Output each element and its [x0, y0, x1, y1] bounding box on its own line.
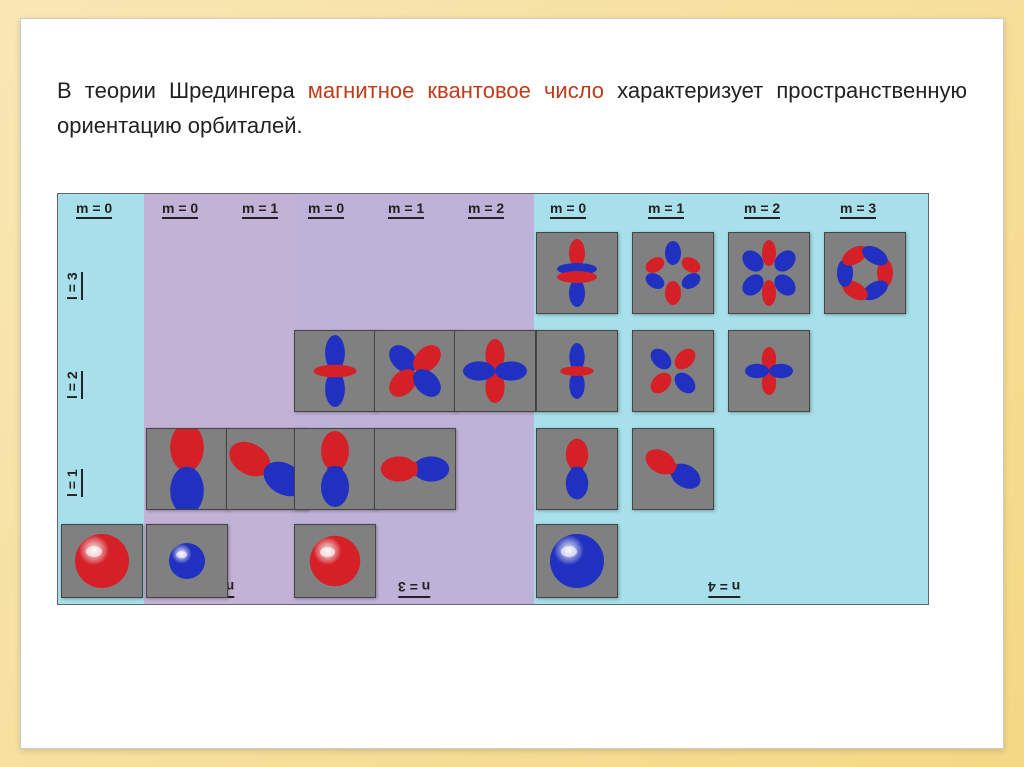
orbital-cell-sphere-10: [536, 524, 618, 598]
orbital-cell-p-vert-2: [146, 428, 228, 510]
m-label-1: m = 0: [162, 200, 198, 219]
orbital-cell-p-horiz-6: [374, 428, 456, 510]
m-label-2: m = 1: [242, 200, 278, 219]
m-label-6: m = 0: [550, 200, 586, 219]
slide-card: В теории Шредингера магнитное квантовое …: [20, 18, 1004, 749]
row-label-l1: l = 1: [64, 470, 83, 498]
orbital-cell-sphere-4: [294, 524, 376, 598]
orbital-cell-d-xy-8: [374, 330, 456, 412]
orbital-cell-f-1-17: [632, 232, 714, 314]
row-label-l3: l = 3: [64, 273, 83, 301]
orbital-cell-p-vert-11: [536, 428, 618, 510]
orbital-cell-f-2-18: [728, 232, 810, 314]
orbital-cell-d-vert-13: [536, 330, 618, 412]
orbital-cell-sphere-0: [61, 524, 143, 598]
m-label-5: m = 2: [468, 200, 504, 219]
orbital-cell-sphere-1: [146, 524, 228, 598]
orbital-cell-d-vert-7: [294, 330, 376, 412]
col-label-n3: n = 3: [398, 579, 430, 598]
orbital-cell-d-plus-15: [728, 330, 810, 412]
highlight-term: магнитное квантовое число: [308, 78, 604, 103]
col-label-n4: n = 4: [708, 579, 740, 598]
m-label-3: m = 0: [308, 200, 344, 219]
m-label-8: m = 2: [744, 200, 780, 219]
orbital-cell-f-0-16: [536, 232, 618, 314]
m-label-0: m = 0: [76, 200, 112, 219]
slide-background: В теории Шредингера магнитное квантовое …: [0, 0, 1024, 767]
text-part-a: В теории Шредингера: [57, 78, 308, 103]
orbital-cell-d-xy-14: [632, 330, 714, 412]
m-label-7: m = 1: [648, 200, 684, 219]
row-label-l2: l = 2: [64, 372, 83, 400]
orbital-cell-d-plus-9: [454, 330, 536, 412]
orbital-diagram: l = 3 l = 2 l = 1 l = 0 n = 1 n = 2 n = …: [57, 193, 929, 605]
m-label-9: m = 3: [840, 200, 876, 219]
m-label-4: m = 1: [388, 200, 424, 219]
orbital-cell-f-3-19: [824, 232, 906, 314]
orbital-cell-p-horiz-12: [632, 428, 714, 510]
body-paragraph: В теории Шредингера магнитное квантовое …: [57, 73, 967, 143]
orbital-cell-p-vert-5: [294, 428, 376, 510]
